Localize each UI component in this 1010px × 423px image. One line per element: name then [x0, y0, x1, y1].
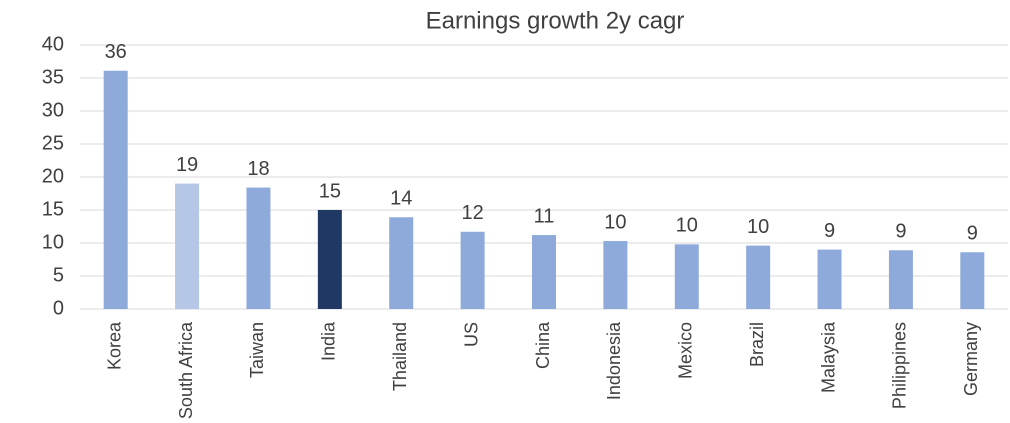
y-tick-label: 0 [53, 297, 64, 319]
value-label: 10 [747, 216, 769, 238]
bar [389, 217, 414, 309]
x-tick-label: Korea [104, 321, 124, 370]
value-label: 9 [967, 223, 978, 245]
y-tick-label: 25 [42, 132, 64, 154]
value-label: 19 [176, 154, 198, 176]
value-label: 15 [319, 180, 341, 202]
value-label: 11 [534, 205, 555, 227]
bar [817, 249, 842, 309]
bar [175, 183, 200, 309]
x-tick-label: Mexico [676, 322, 696, 379]
chart-title: Earnings growth 2y cagr [426, 7, 685, 34]
x-tick-label: Indonesia [604, 321, 624, 400]
bar [960, 252, 985, 309]
y-tick-label: 35 [42, 66, 64, 88]
value-label: 9 [895, 221, 906, 243]
value-label: 10 [604, 211, 626, 233]
x-tick-label: China [533, 321, 553, 369]
bar [317, 210, 342, 309]
y-tick-label: 20 [42, 165, 64, 187]
x-tick-label: Taiwan [247, 322, 267, 378]
value-label: 10 [676, 215, 698, 237]
value-label: 18 [247, 158, 269, 180]
y-tick-label: 15 [42, 198, 64, 220]
value-label: 12 [461, 202, 483, 224]
bar [674, 244, 699, 309]
value-label: 9 [824, 220, 835, 242]
bar [103, 70, 128, 310]
x-tick-label: Brazil [747, 322, 767, 367]
y-tick-label: 30 [42, 99, 64, 121]
value-label: 36 [105, 41, 127, 63]
x-tick-label: South Africa [176, 321, 196, 419]
x-tick-label: US [461, 322, 481, 347]
y-tick-label: 5 [53, 264, 64, 286]
x-tick-label: Philippines [890, 322, 910, 409]
x-tick-label: Germany [961, 322, 981, 396]
y-tick-label: 40 [42, 33, 64, 55]
value-label: 14 [390, 188, 412, 210]
bar [460, 231, 485, 309]
bar [888, 250, 913, 309]
y-tick-label: 10 [42, 231, 64, 253]
x-tick-label: India [319, 321, 339, 361]
x-tick-label: Thailand [390, 322, 410, 391]
bar [746, 245, 771, 309]
bar [246, 187, 271, 309]
x-tick-label: Malaysia [818, 321, 838, 393]
bar [603, 241, 628, 309]
bar [532, 235, 556, 309]
